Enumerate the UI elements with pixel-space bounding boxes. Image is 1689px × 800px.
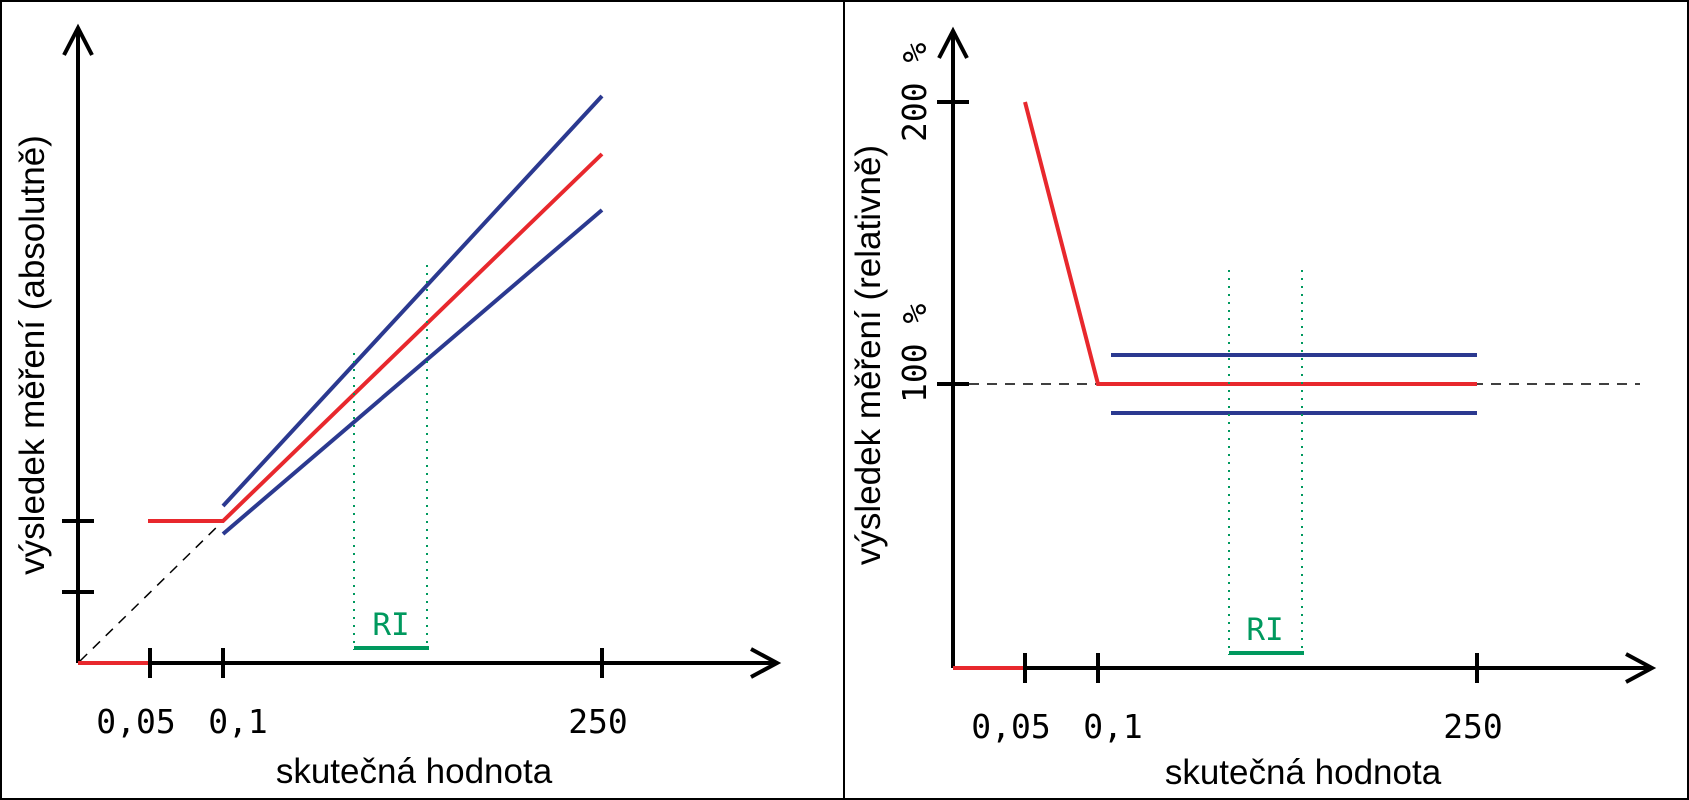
right-x-tick-label-250: 250: [1443, 707, 1503, 746]
left-x-axis-arrowhead: [750, 647, 782, 679]
left-blue-lower-limit: [221, 208, 604, 536]
right-y-tick-label-200: 200 %: [895, 43, 934, 142]
left-red-measured-line: [148, 152, 604, 523]
right-x-axis-arrowhead: [1625, 652, 1657, 684]
left-y-axis-title: výsledek měření (absolutně): [13, 135, 52, 575]
left-x-tick-label-0-1: 0,1: [208, 702, 268, 741]
left-x-tick-label-250: 250: [568, 702, 628, 741]
left-panel: RI 0,05 0,1 250 skutečná hodnota výslede…: [13, 23, 782, 791]
right-panel-frame: [843, 0, 1689, 800]
right-x-tick-label-0-1: 0,1: [1083, 707, 1143, 746]
left-x-axis-title: skutečná hodnota: [276, 752, 553, 791]
right-y-tick-label-100: 100 %: [895, 304, 934, 403]
right-y-axis-arrowhead: [937, 26, 969, 59]
right-x-tick-label-0-05: 0,05: [971, 707, 1050, 746]
left-y-axis-arrowhead: [62, 23, 94, 56]
left-blue-upper-limit: [221, 94, 604, 508]
right-red-measured-line: [1023, 101, 1477, 386]
left-x-tick-label-0-05: 0,05: [96, 702, 175, 741]
left-identity-line: [79, 520, 224, 662]
left-ri-label: RI: [372, 607, 409, 643]
right-ri-label: RI: [1246, 612, 1283, 648]
right-panel: RI 100 % 200 % 0,05 0,1 250 skutečná hod…: [849, 26, 1657, 792]
left-panel-frame: [0, 0, 845, 800]
right-x-axis-title: skutečná hodnota: [1165, 753, 1442, 792]
right-y-axis-title: výsledek měření (relativně): [849, 145, 888, 565]
